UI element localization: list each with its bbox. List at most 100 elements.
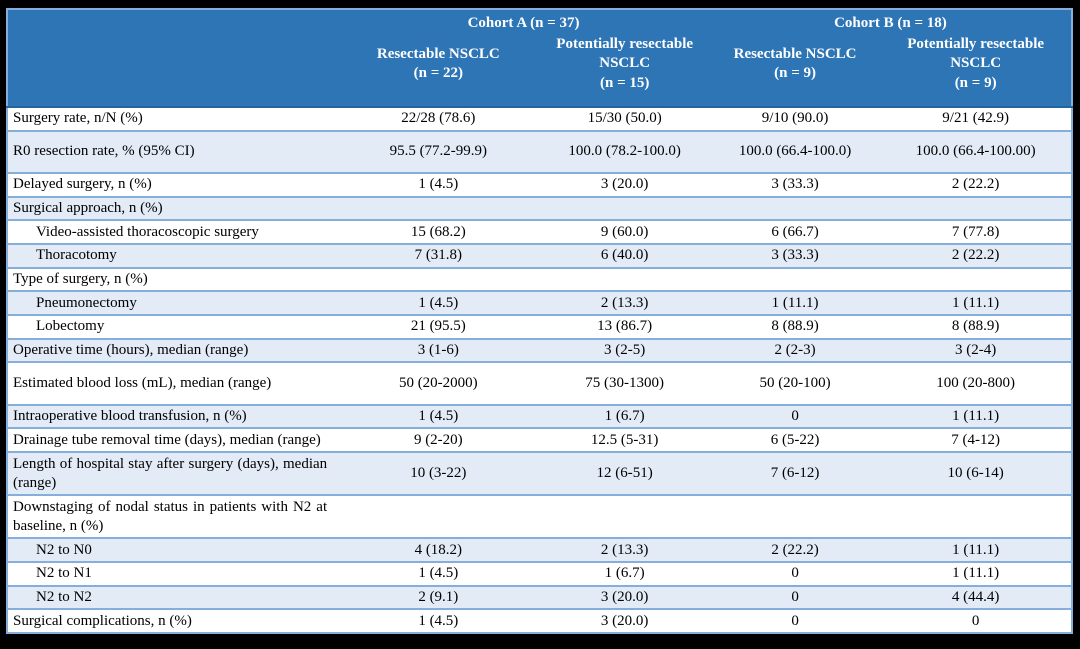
cell-value: 0 bbox=[880, 608, 1072, 633]
cell-value: 22/28 (78.6) bbox=[401, 110, 476, 127]
cell-value: 100 (20-800) bbox=[880, 361, 1072, 405]
cell-value bbox=[880, 195, 1072, 221]
cell-value: 2 (2-3) bbox=[709, 337, 881, 363]
cell-value: 3 (33.3) bbox=[709, 172, 881, 197]
table-row: Surgical complications, n (%) 1 (4.5) 3 (2… bbox=[7, 608, 1072, 633]
row-label: Downstaging of nodal status in patients … bbox=[7, 494, 338, 539]
cell-value: 4 (18.2) bbox=[337, 537, 540, 562]
cell-value: 12 (6-51) bbox=[539, 450, 710, 496]
cell-value: 100.0 (66.4-100.00) bbox=[880, 129, 1072, 174]
col-header-n: (n = 22) bbox=[413, 65, 463, 81]
cell-value: 15 (68.2) bbox=[337, 219, 540, 244]
table-header: Cohort A (n = 37) Cohort B (n = 18) Rese… bbox=[7, 9, 1072, 108]
cell-value bbox=[880, 494, 1072, 539]
col-header-name: Resectable NSCLC bbox=[376, 45, 500, 62]
cell-value: 2 (13.3) bbox=[539, 537, 710, 562]
row-label: R0 resection rate, % (95% CI) bbox=[7, 129, 338, 174]
row-label: Surgical complications, n (%) bbox=[7, 608, 338, 633]
cell-value bbox=[337, 195, 540, 221]
cell-value: 2 (22.2) bbox=[709, 537, 881, 562]
cell-value: 1 (6.7) bbox=[539, 560, 710, 586]
col-header-resectable-b: Resectable NSCLC (n = 9) bbox=[709, 33, 881, 108]
row-label: N2 to N1 bbox=[7, 560, 338, 586]
cell-value: 12.5 (5-31) bbox=[539, 427, 710, 452]
cell-value: 9/21 (42.9) bbox=[942, 110, 1009, 127]
cell-value: 50 (20-100) bbox=[709, 361, 881, 405]
table-body: Surgery rate, n/N (%) 22/28 (78.6) 15/30 (… bbox=[7, 107, 1072, 633]
row-label: Lobectomy bbox=[7, 313, 338, 339]
cell-value: 1 (11.1) bbox=[880, 403, 1072, 429]
col-header-name: Resectable NSCLC bbox=[733, 45, 857, 62]
cell-value: 2 (9.1) bbox=[337, 584, 540, 610]
col-header-potentially-resectable-a: Potentially resectable NSCLC (n = 15) bbox=[539, 33, 710, 108]
cell-value bbox=[539, 195, 710, 221]
empty-corner-cell bbox=[7, 9, 338, 33]
table-row: Surgical approach, n (%) bbox=[7, 195, 1072, 221]
cell-value bbox=[337, 494, 540, 539]
cell-value bbox=[709, 195, 881, 221]
table-row: Lobectomy 21 (95.5) 13 (86.7) 8 (88.9) 8 (88… bbox=[7, 313, 1072, 339]
col-header-name: Potentially resectable NSCLC bbox=[907, 35, 1045, 72]
cell-value: 10 (6-14) bbox=[880, 450, 1072, 496]
cell-value: 95.5 (77.2-99.9) bbox=[337, 129, 540, 174]
row-label: Surgical approach, n (%) bbox=[7, 195, 338, 221]
row-label: Delayed surgery, n (%) bbox=[7, 172, 338, 197]
col-header-potentially-resectable-b: Potentially resectable NSCLC (n = 9) bbox=[880, 33, 1072, 108]
col-header-n: (n = 9) bbox=[774, 65, 817, 81]
cell-value bbox=[880, 266, 1072, 292]
cell-value: 2 (13.3) bbox=[539, 290, 710, 315]
row-label: Drainage tube removal time (days), media… bbox=[7, 427, 338, 452]
cohort-b-header: Cohort B (n = 18) bbox=[709, 9, 1072, 33]
cell-value: 0 bbox=[709, 584, 881, 610]
col-header-n: (n = 9) bbox=[954, 74, 997, 91]
row-label: N2 to N2 bbox=[7, 584, 338, 610]
table-row: Pneumonectomy 1 (4.5) 2 (13.3) 1 (11.1) 1 (1… bbox=[7, 290, 1072, 315]
table-row: N2 to N0 4 (18.2) 2 (13.3) 2 (22.2) 1 (11.1) bbox=[7, 537, 1072, 562]
row-label: Length of hospital stay after surgery (d… bbox=[7, 450, 338, 496]
cell-value: 3 (20.0) bbox=[539, 608, 710, 633]
cell-value: 1 (4.5) bbox=[337, 290, 540, 315]
cell-value: 15/30 (50.0) bbox=[587, 110, 662, 127]
cell-value: 2 (22.2) bbox=[880, 172, 1072, 197]
cell-value: 7 (6-12) bbox=[709, 450, 881, 496]
cell-value: 8 (88.9) bbox=[880, 313, 1072, 339]
table-row: Type of surgery, n (%) bbox=[7, 266, 1072, 292]
cell-value: 1 (11.1) bbox=[880, 290, 1072, 315]
cell-value: 100.0 (66.4-100.0) bbox=[709, 129, 881, 174]
cohort-a-header: Cohort A (n = 37) bbox=[337, 9, 710, 33]
surgical-outcomes-table: Cohort A (n = 37) Cohort B (n = 18) Rese… bbox=[6, 8, 1073, 634]
table-row: Operative time (hours), median (range) 3 … bbox=[7, 337, 1072, 363]
row-label: Pneumonectomy bbox=[7, 290, 338, 315]
row-label: Type of surgery, n (%) bbox=[7, 266, 338, 292]
cell-value: 8 (88.9) bbox=[709, 313, 881, 339]
cell-value bbox=[709, 266, 881, 292]
cell-value: 0 bbox=[709, 608, 881, 633]
cell-value: 3 (20.0) bbox=[539, 172, 710, 197]
table-row: R0 resection rate, % (95% CI) 95.5 (77.2-… bbox=[7, 129, 1072, 174]
cell-value: 7 (77.8) bbox=[880, 219, 1072, 244]
cell-value: 6 (40.0) bbox=[539, 243, 710, 268]
cohort-header-row: Cohort A (n = 37) Cohort B (n = 18) bbox=[7, 9, 1072, 33]
table-row: Estimated blood loss (mL), median (range… bbox=[7, 361, 1072, 405]
cell-value: 3 (1-6) bbox=[337, 337, 540, 363]
cell-value: 7 (4-12) bbox=[880, 427, 1072, 452]
row-label: Intraoperative blood transfusion, n (%) bbox=[7, 403, 338, 429]
cell-value: 1 (4.5) bbox=[337, 172, 540, 197]
subcolumn-header-row: Resectable NSCLC (n = 22) Potentially re… bbox=[7, 33, 1072, 108]
cell-value: 3 (2-5) bbox=[539, 337, 710, 363]
cell-value: 2 (22.2) bbox=[880, 243, 1072, 268]
cell-value bbox=[709, 494, 881, 539]
empty-label-cell bbox=[7, 33, 338, 108]
cell-value: 0 bbox=[709, 560, 881, 586]
cell-value: 1 (4.5) bbox=[337, 608, 540, 633]
row-label: Surgery rate, n/N (%) bbox=[13, 110, 143, 127]
cell-value: 3 (2-4) bbox=[880, 337, 1072, 363]
table-row: Intraoperative blood transfusion, n (%) 1… bbox=[7, 403, 1072, 429]
table-row: Drainage tube removal time (days), media… bbox=[7, 427, 1072, 452]
cell-value: 3 (20.0) bbox=[539, 584, 710, 610]
cell-value: 4 (44.4) bbox=[880, 584, 1072, 610]
cell-value bbox=[539, 266, 710, 292]
row-label: Video-assisted thoracoscopic surgery bbox=[7, 219, 338, 244]
col-header-resectable-a: Resectable NSCLC (n = 22) bbox=[337, 33, 540, 108]
cell-value: 100.0 (78.2-100.0) bbox=[539, 129, 710, 174]
